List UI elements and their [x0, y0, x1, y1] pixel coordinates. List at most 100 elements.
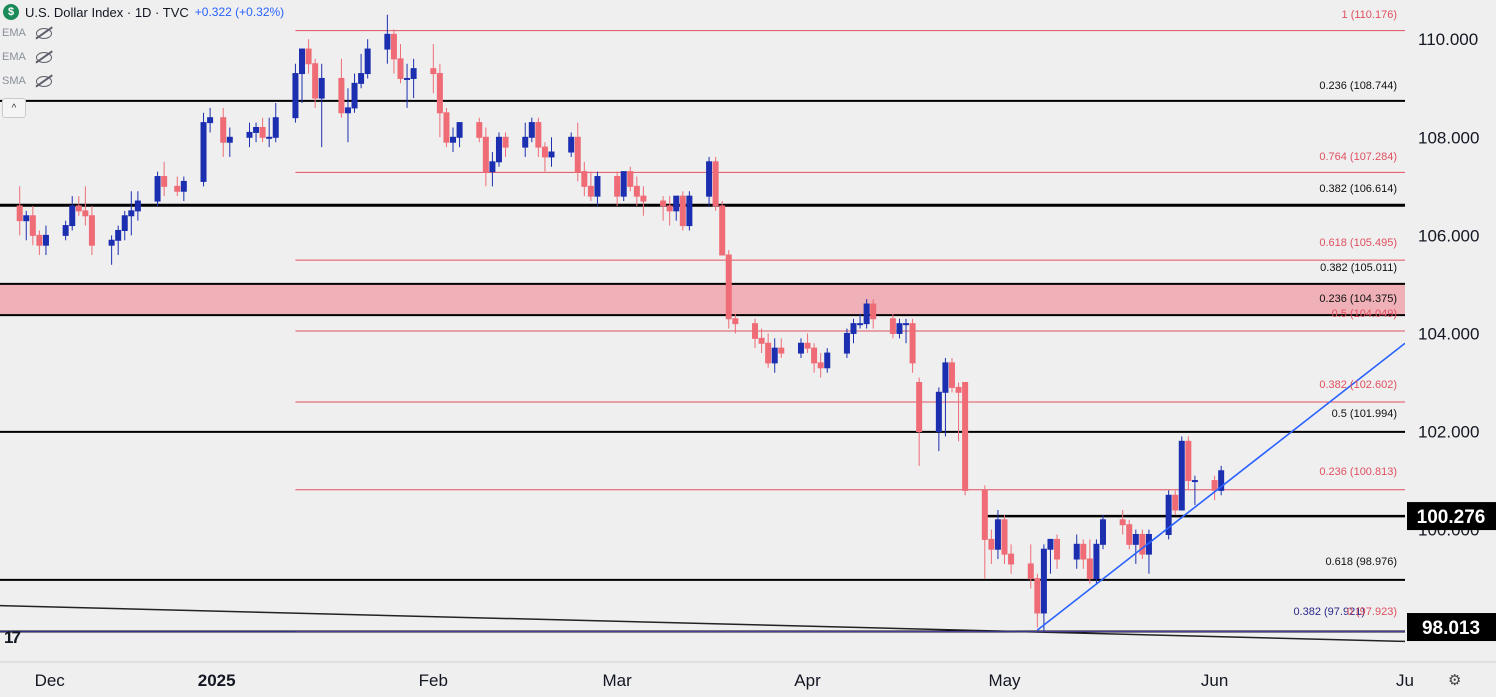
- candle-body: [896, 323, 903, 334]
- x-tick-label: Apr: [794, 671, 821, 690]
- candle: [161, 161, 168, 197]
- eye-hidden-icon[interactable]: [35, 51, 52, 63]
- fib-label: 0.382 (105.011): [1320, 262, 1397, 274]
- candle-body: [410, 68, 417, 79]
- candle: [857, 313, 864, 329]
- candle: [1139, 529, 1146, 560]
- candle: [174, 176, 181, 197]
- candle-body: [935, 391, 942, 433]
- candle-body: [1080, 543, 1087, 560]
- candle-body: [207, 117, 214, 124]
- candle: [640, 186, 647, 216]
- candle-body: [857, 323, 864, 326]
- candle-body: [581, 171, 588, 187]
- candle: [36, 230, 43, 255]
- fib-label: 0.382 (102.602): [1319, 379, 1397, 391]
- y-tick-label: 106.000: [1418, 226, 1479, 245]
- candle: [541, 142, 548, 172]
- candle: [660, 196, 667, 221]
- candle-body: [430, 68, 437, 75]
- candle-body: [1172, 494, 1179, 511]
- candle: [121, 210, 128, 241]
- candle-body: [42, 234, 49, 246]
- candle: [16, 186, 23, 236]
- chart-header: $ U.S. Dollar Index · 1D · TVC +0.322 (+…: [0, 0, 284, 24]
- candle: [456, 122, 463, 148]
- candle-body: [312, 63, 319, 99]
- candle: [1008, 544, 1015, 574]
- eye-hidden-icon[interactable]: [35, 75, 52, 87]
- candle-body: [82, 210, 89, 217]
- candle-body: [174, 185, 181, 192]
- candle: [115, 225, 122, 255]
- candle-body: [522, 136, 529, 148]
- candle-body: [1185, 440, 1192, 482]
- candle-body: [318, 77, 325, 99]
- candle: [1132, 529, 1139, 564]
- candle: [1093, 539, 1100, 584]
- y-tick-label: 104.000: [1418, 324, 1479, 343]
- candle: [1178, 436, 1185, 511]
- candle: [482, 127, 489, 187]
- settings-gear-icon[interactable]: ⚙: [1448, 672, 1462, 689]
- collapse-legend-button[interactable]: ^: [2, 98, 26, 118]
- blue-trendline: [1036, 342, 1406, 631]
- candle-body: [443, 112, 450, 143]
- candle: [627, 166, 634, 192]
- candle-body: [220, 117, 227, 143]
- candle: [1172, 490, 1179, 515]
- candle-body: [180, 180, 187, 192]
- indicator-ema-2[interactable]: EMA: [2, 51, 52, 63]
- indicator-label: SMA: [2, 75, 26, 87]
- candle-body: [358, 73, 365, 84]
- tradingview-logo[interactable]: 17: [4, 628, 21, 647]
- candle-body: [75, 205, 82, 212]
- candle: [758, 328, 765, 354]
- candle-body: [528, 122, 535, 138]
- candle-body: [1165, 494, 1172, 536]
- candle: [771, 338, 778, 373]
- x-tick-label: Feb: [419, 671, 448, 690]
- price-label-box: [1407, 502, 1496, 531]
- candle: [253, 122, 260, 143]
- candle-body: [758, 337, 765, 344]
- candle-body: [765, 342, 772, 364]
- fib-label: 0.5 (104.049): [1332, 308, 1397, 320]
- candle-body: [390, 33, 397, 60]
- candle: [128, 191, 135, 236]
- candle: [1080, 539, 1087, 569]
- candle: [397, 44, 404, 84]
- candle: [266, 117, 273, 148]
- candle-body: [627, 171, 634, 187]
- candle: [706, 156, 713, 206]
- candle: [1165, 490, 1172, 540]
- candle: [436, 63, 443, 138]
- candle: [752, 318, 759, 349]
- indicator-ema-1[interactable]: EMA: [2, 27, 52, 39]
- y-tick-label: 102.000: [1418, 423, 1479, 442]
- candle-body: [1099, 519, 1106, 545]
- candle: [732, 313, 739, 334]
- candle-body: [1126, 524, 1133, 545]
- candle-body: [292, 73, 299, 119]
- candle-body: [719, 205, 726, 256]
- candle-body: [994, 519, 1001, 550]
- symbol-title[interactable]: U.S. Dollar Index · 1D · TVC: [25, 4, 189, 20]
- candle: [870, 299, 877, 329]
- x-tick-label: May: [988, 671, 1021, 690]
- candle: [581, 161, 588, 197]
- candle-body: [88, 215, 95, 246]
- candle-body: [404, 77, 411, 80]
- candle-body: [436, 73, 443, 114]
- candle-body: [134, 200, 141, 212]
- candle-body: [450, 136, 457, 143]
- candle-body: [200, 122, 207, 182]
- eye-hidden-icon[interactable]: [35, 27, 52, 39]
- indicator-sma[interactable]: SMA: [2, 75, 52, 87]
- candle-body: [1001, 519, 1008, 555]
- candle: [994, 509, 1001, 560]
- candle: [1001, 514, 1008, 564]
- candle-body: [1086, 558, 1093, 580]
- candle-body: [568, 136, 575, 153]
